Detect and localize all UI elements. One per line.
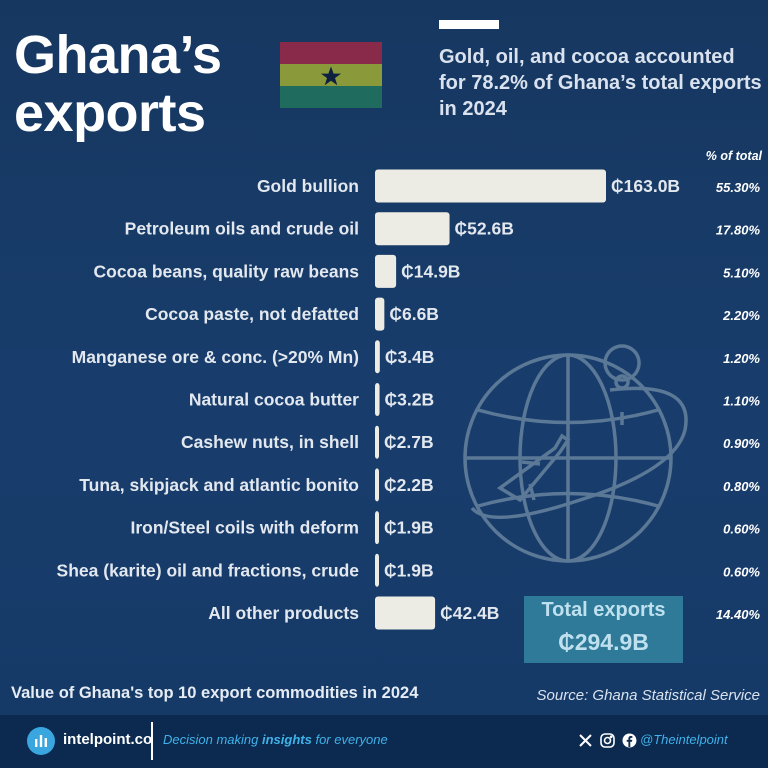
tagline-pre: Decision making <box>163 732 262 747</box>
tagline-post: for everyone <box>311 732 388 747</box>
category-label: Cocoa beans, quality raw beans <box>94 261 360 281</box>
category-label: Petroleum oils and crude oil <box>125 219 359 239</box>
subtitle-accent-bar <box>439 20 499 29</box>
value-label: ₵3.2B <box>385 390 435 410</box>
footer: intelpoint.co Decision making insights f… <box>0 715 768 768</box>
value-label: ₵14.9B <box>401 261 460 281</box>
pct-label: 0.60% <box>723 564 760 579</box>
pct-label: 0.80% <box>723 479 760 494</box>
bar <box>375 169 606 203</box>
total-exports-box: Total exports ₵294.9B <box>524 596 683 663</box>
value-label: ₵52.6B <box>455 219 514 239</box>
chart-caption: Value of Ghana's top 10 export commoditi… <box>11 684 419 702</box>
category-label: Shea (karite) oil and fractions, crude <box>57 560 360 580</box>
subtitle: Gold, oil, and cocoa accounted for 78.2%… <box>439 46 762 120</box>
category-label: Gold bullion <box>257 176 359 196</box>
flag-star-icon <box>320 66 342 86</box>
pct-label: 0.60% <box>723 522 760 537</box>
title-line-2: exports <box>14 83 206 144</box>
pct-label: 14.40% <box>716 607 761 622</box>
pct-label: 55.30% <box>716 180 761 195</box>
ghana-flag <box>280 42 382 108</box>
bar <box>375 254 397 288</box>
value-label: ₵2.2B <box>384 475 434 495</box>
value-label: ₵1.9B <box>384 560 434 580</box>
value-label: ₵42.4B <box>440 603 499 623</box>
category-label: All other products <box>208 603 359 623</box>
pct-label: 0.90% <box>723 436 760 451</box>
bar-chart-icon <box>35 735 47 747</box>
bar <box>375 596 436 630</box>
category-label: Manganese ore & conc. (>20% Mn) <box>72 347 359 367</box>
bar <box>375 297 385 331</box>
bar <box>375 340 380 374</box>
pct-label: 1.20% <box>723 351 760 366</box>
page-title: Ghana’s exports <box>14 26 254 143</box>
total-exports-label: Total exports <box>541 599 666 621</box>
category-label: Natural cocoa butter <box>189 390 359 410</box>
footer-divider <box>151 722 153 760</box>
category-label: Cashew nuts, in shell <box>181 432 359 452</box>
value-label: ₵1.9B <box>384 518 434 538</box>
tagline: Decision making insights for everyone <box>163 732 388 747</box>
pct-label: 5.10% <box>723 265 760 280</box>
social-handle[interactable]: @Theintelpoint <box>640 732 728 747</box>
value-label: ₵3.4B <box>385 347 435 367</box>
instagram-icon[interactable] <box>599 732 615 748</box>
bar <box>375 511 379 545</box>
bar <box>375 468 379 502</box>
value-label: ₵2.7B <box>384 432 434 452</box>
category-label: Cocoa paste, not defatted <box>145 304 359 324</box>
source-note: Source: Ghana Statistical Service <box>536 687 760 704</box>
flag-stripe-top <box>280 42 382 64</box>
bar <box>375 212 450 246</box>
flag-stripe-bottom <box>280 86 382 108</box>
bar <box>375 383 380 416</box>
export-bar-chart: Gold bullion ₵163.0B 55.30% Petroleum oils … <box>57 169 761 630</box>
pct-label: 17.80% <box>716 223 761 238</box>
globe-plane-icon <box>463 344 688 563</box>
intelpoint-logo-icon[interactable] <box>27 727 55 755</box>
social-links <box>577 732 637 748</box>
pct-label: 1.10% <box>723 394 760 409</box>
total-exports-value: ₵294.9B <box>558 629 649 655</box>
pct-column-header: % of total <box>705 149 762 163</box>
brand-link[interactable]: intelpoint.co <box>63 731 153 748</box>
facebook-icon[interactable] <box>621 732 637 748</box>
x-icon[interactable] <box>577 732 593 748</box>
category-label: Tuna, skipjack and atlantic bonito <box>79 475 359 495</box>
value-label: ₵6.6B <box>389 304 439 324</box>
tagline-emphasis: insights <box>262 732 312 747</box>
pct-label: 2.20% <box>722 308 760 323</box>
value-label: ₵163.0B <box>611 176 680 196</box>
title-line-1: Ghana’s <box>14 25 222 85</box>
bar <box>375 553 379 587</box>
bar <box>375 425 379 459</box>
category-label: Iron/Steel coils with deform <box>130 518 359 538</box>
